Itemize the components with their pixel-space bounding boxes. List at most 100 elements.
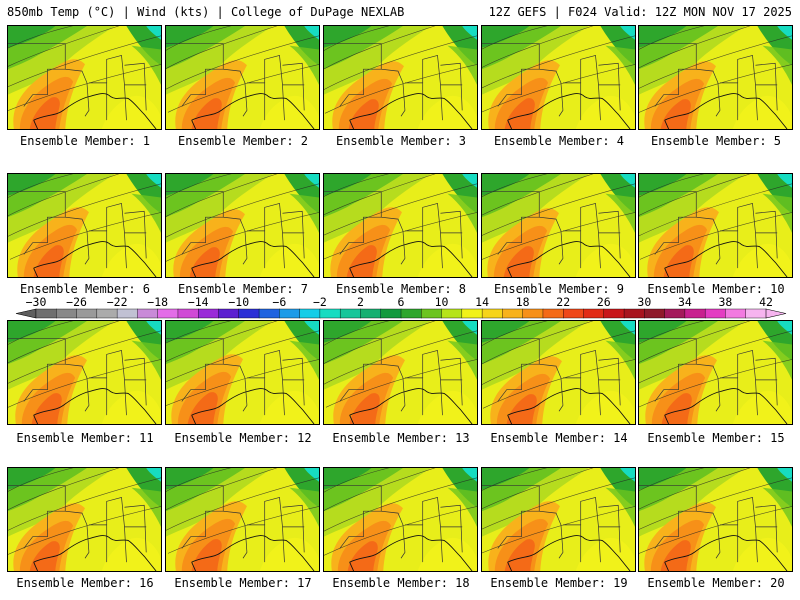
colorbar-swatch — [137, 308, 159, 319]
colorbar-swatch — [56, 308, 78, 319]
colorbar-swatch — [461, 308, 483, 319]
temperature-map-image — [324, 321, 477, 424]
colorbar-swatch — [542, 308, 564, 319]
colorbar-swatch — [238, 308, 260, 319]
temperature-map-image — [8, 26, 161, 129]
header-valid-time: 12Z GEFS | F024 Valid: 12Z MON NOV 17 20… — [488, 5, 792, 19]
ensemble-member-label: Ensemble Member: 20 — [647, 576, 785, 590]
colorbar-tick-label: 38 — [719, 295, 733, 309]
ensemble-member-map[interactable] — [323, 320, 478, 425]
colorbar-tick-label: −6 — [272, 295, 286, 309]
ensemble-member-map[interactable] — [165, 320, 320, 425]
temperature-map-image — [482, 26, 635, 129]
colorbar-swatch — [502, 308, 524, 319]
temperature-map-image — [166, 26, 319, 129]
ensemble-member-label: Ensemble Member: 12 — [174, 431, 312, 445]
colorbar-swatch — [725, 308, 747, 319]
colorbar-swatch — [644, 308, 666, 319]
colorbar-swatch — [522, 308, 544, 319]
ensemble-member-map[interactable] — [638, 173, 793, 278]
colorbar-max-arrow — [765, 308, 787, 319]
temperature-map-image — [324, 26, 477, 129]
colorbar-swatch — [339, 308, 361, 319]
colorbar-swatch — [360, 308, 382, 319]
ensemble-member-label: Ensemble Member: 10 — [647, 282, 785, 296]
colorbar-swatch — [279, 308, 301, 319]
colorbar-swatch — [603, 308, 625, 319]
temperature-map-image — [8, 174, 161, 277]
colorbar-tick-label: 18 — [516, 295, 530, 309]
temperature-map-image — [166, 468, 319, 571]
ensemble-member-label: Ensemble Member: 1 — [19, 134, 151, 148]
ensemble-member-map[interactable] — [165, 25, 320, 130]
colorbar-min-arrow — [15, 308, 37, 319]
ensemble-member-label: Ensemble Member: 19 — [490, 576, 628, 590]
ensemble-member-map[interactable] — [638, 467, 793, 572]
colorbar-swatch — [421, 308, 443, 319]
ensemble-member-label: Ensemble Member: 14 — [490, 431, 628, 445]
colorbar-swatch — [177, 308, 199, 319]
colorbar-swatch — [258, 308, 280, 319]
ensemble-member-map[interactable] — [481, 320, 636, 425]
colorbar-swatch — [481, 308, 503, 319]
colorbar-swatch — [198, 308, 220, 319]
colorbar-swatch — [35, 308, 57, 319]
colorbar-swatch — [400, 308, 422, 319]
colorbar-tick-label: −18 — [147, 295, 168, 309]
colorbar-tick-label: −2 — [313, 295, 327, 309]
ensemble-member-map[interactable] — [481, 173, 636, 278]
colorbar-tick-label: 30 — [637, 295, 651, 309]
ensemble-member-map[interactable] — [323, 25, 478, 130]
ensemble-member-label: Ensemble Member: 5 — [650, 134, 782, 148]
colorbar-tick-label: 42 — [759, 295, 773, 309]
ensemble-member-label: Ensemble Member: 6 — [19, 282, 151, 296]
temperature-map-image — [324, 468, 477, 571]
temperature-map-image — [8, 468, 161, 571]
colorbar-tick-label: 10 — [435, 295, 449, 309]
colorbar-swatch — [623, 308, 645, 319]
colorbar-swatch — [218, 308, 240, 319]
temperature-map-image — [639, 321, 792, 424]
colorbar-swatch — [96, 308, 118, 319]
colorbar-swatch — [664, 308, 686, 319]
colorbar-swatch — [704, 308, 726, 319]
temperature-map-image — [482, 321, 635, 424]
temperature-map-image — [166, 174, 319, 277]
colorbar-swatch — [299, 308, 321, 319]
colorbar-swatch — [76, 308, 98, 319]
temperature-map-image — [639, 468, 792, 571]
ensemble-member-map[interactable] — [323, 467, 478, 572]
colorbar-swatch — [441, 308, 463, 319]
colorbar-tick-label: −22 — [107, 295, 128, 309]
ensemble-member-map[interactable] — [323, 173, 478, 278]
ensemble-member-map[interactable] — [7, 320, 162, 425]
ensemble-member-map[interactable] — [7, 173, 162, 278]
colorbar-tick-label: 26 — [597, 295, 611, 309]
ensemble-member-map[interactable] — [165, 467, 320, 572]
ensemble-member-label: Ensemble Member: 15 — [647, 431, 785, 445]
colorbar-swatch — [684, 308, 706, 319]
colorbar-tick-label: −26 — [66, 295, 87, 309]
ensemble-member-map[interactable] — [7, 467, 162, 572]
colorbar-swatch — [319, 308, 341, 319]
temperature-map-image — [166, 321, 319, 424]
ensemble-member-map[interactable] — [481, 467, 636, 572]
ensemble-member-map[interactable] — [638, 320, 793, 425]
colorbar-tick-label: 34 — [678, 295, 692, 309]
ensemble-member-map[interactable] — [165, 173, 320, 278]
colorbar-tick-label: 6 — [398, 295, 405, 309]
temperature-map-image — [482, 468, 635, 571]
colorbar-tick-label: 2 — [357, 295, 364, 309]
colorbar-swatch — [563, 308, 585, 319]
temperature-map-image — [482, 174, 635, 277]
ensemble-member-map[interactable] — [638, 25, 793, 130]
temperature-map-image — [639, 26, 792, 129]
ensemble-member-label: Ensemble Member: 8 — [335, 282, 467, 296]
colorbar-tick-label: −10 — [228, 295, 249, 309]
ensemble-member-map[interactable] — [481, 25, 636, 130]
ensemble-member-label: Ensemble Member: 18 — [332, 576, 470, 590]
temperature-map-image — [324, 174, 477, 277]
ensemble-member-label: Ensemble Member: 2 — [177, 134, 309, 148]
ensemble-member-label: Ensemble Member: 3 — [335, 134, 467, 148]
ensemble-member-map[interactable] — [7, 25, 162, 130]
